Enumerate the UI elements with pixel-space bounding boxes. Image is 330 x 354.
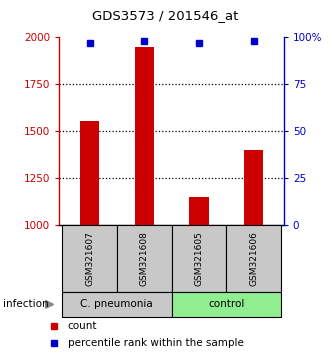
Bar [172, 292, 281, 317]
Bar [80, 121, 99, 225]
Bar [226, 225, 281, 292]
Text: GSM321605: GSM321605 [194, 231, 204, 286]
Text: GDS3573 / 201546_at: GDS3573 / 201546_at [92, 10, 238, 22]
Bar [135, 47, 154, 225]
Text: GSM321606: GSM321606 [249, 231, 258, 286]
Bar [62, 292, 172, 317]
Text: GSM321608: GSM321608 [140, 231, 149, 286]
Text: infection: infection [3, 299, 49, 309]
Text: count: count [68, 321, 97, 331]
Text: control: control [208, 299, 245, 309]
Text: GSM321607: GSM321607 [85, 231, 94, 286]
Text: percentile rank within the sample: percentile rank within the sample [68, 338, 244, 348]
Text: C. pneumonia: C. pneumonia [81, 299, 153, 309]
Bar [117, 225, 172, 292]
Bar [189, 197, 209, 225]
Bar [62, 225, 117, 292]
Bar [244, 150, 263, 225]
Bar [172, 225, 226, 292]
